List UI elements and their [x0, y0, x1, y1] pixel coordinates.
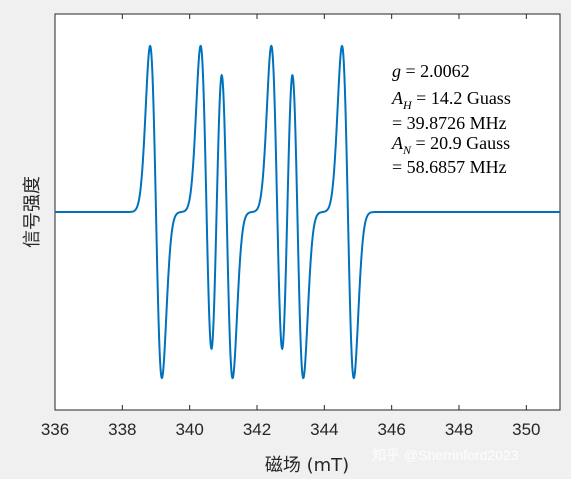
x-tick-label: 350 — [512, 420, 540, 439]
x-tick-label: 346 — [377, 420, 405, 439]
y-axis-label: 信号强度 — [22, 176, 43, 248]
x-tick-label: 336 — [41, 420, 69, 439]
x-tick-label: 338 — [108, 420, 136, 439]
annotation-AN-mhz: = 58.6857 MHz — [392, 157, 507, 177]
annotation-AH-mhz: = 39.8726 MHz — [392, 113, 507, 133]
annotation-AH: AH = 14.2 Guass — [391, 88, 511, 112]
x-tick-label: 340 — [175, 420, 203, 439]
watermark: 知乎 @Sherrinford2023 — [372, 447, 519, 463]
x-tick-label: 344 — [310, 420, 338, 439]
x-tick-label: 348 — [445, 420, 473, 439]
spectrum-line — [55, 44, 560, 380]
x-axis-label: 磁场 (mT) — [265, 455, 349, 476]
x-tick-label: 342 — [243, 420, 271, 439]
annotation-block: g = 2.0062 AH = 14.2 Guass = 39.8726 MHz… — [391, 61, 511, 177]
signal-layer — [55, 44, 560, 380]
ticks-layer: 336 338 340 342 344 346 348 350 — [41, 14, 541, 439]
annotation-AN: AN = 20.9 Gauss — [391, 133, 510, 157]
annotation-g: g = 2.0062 — [392, 61, 470, 81]
